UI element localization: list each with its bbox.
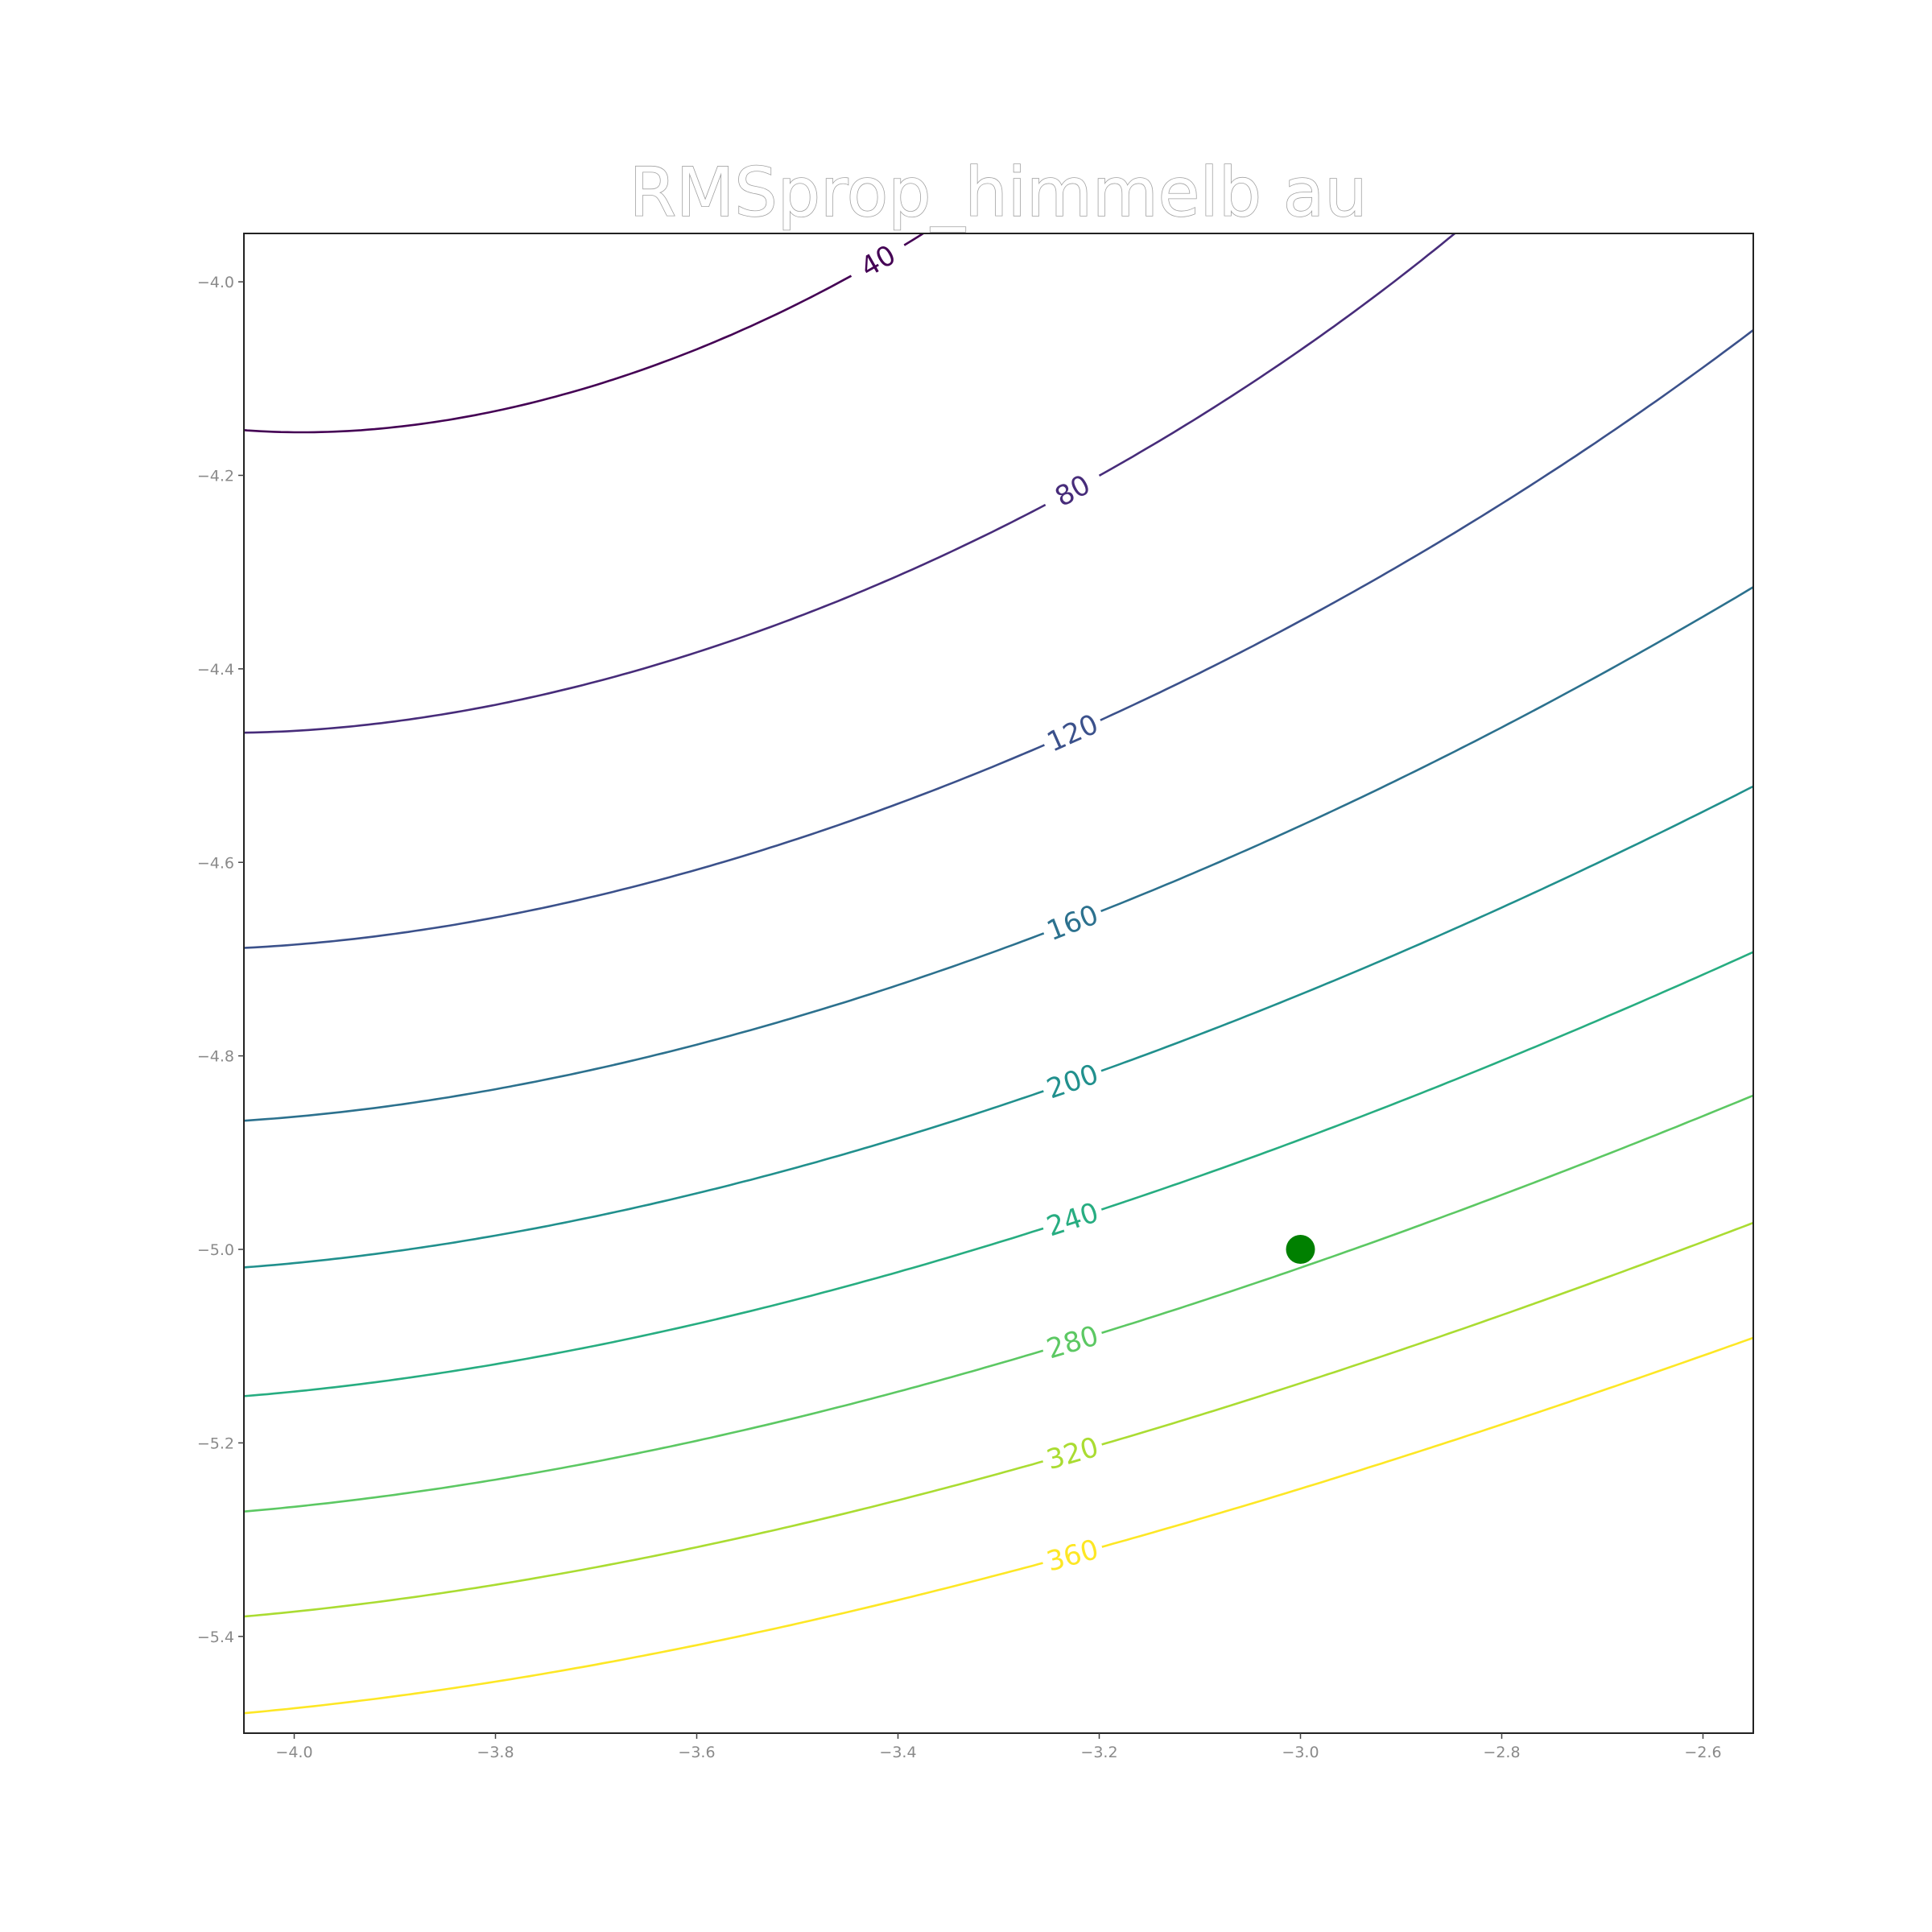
y-tick-label: −4.0 — [197, 274, 234, 291]
contour-label-group: 80 — [1038, 461, 1108, 519]
contour-label-group: 200 — [1038, 1055, 1107, 1107]
y-tick-label: −5.2 — [197, 1435, 234, 1452]
contour-label-bg — [1038, 1055, 1107, 1107]
contour-line-160 — [244, 585, 1753, 1122]
contour-label: 320 — [1043, 1431, 1102, 1476]
contour-label-group: 280 — [1038, 1317, 1107, 1367]
contour-label: 240 — [1042, 1196, 1102, 1243]
current-point-marker — [1286, 1235, 1315, 1264]
contour-label: 160 — [1042, 898, 1103, 947]
chart-title: RMSprop_himmelb au — [630, 153, 1368, 232]
contour-line-360 — [244, 1336, 1753, 1715]
contour-label-group: 160 — [1038, 896, 1107, 949]
y-tick-label: −5.4 — [197, 1629, 234, 1646]
contour-labels: 40 80 120 160 200 240 280 320 360 — [843, 231, 1108, 1579]
y-tick-label: −4.8 — [197, 1048, 234, 1066]
contour-label-bg — [1038, 1531, 1107, 1579]
contour-label-bg — [1038, 705, 1108, 760]
x-tick-label: −3.2 — [1080, 1744, 1117, 1761]
contour-label: 200 — [1042, 1058, 1102, 1105]
contour-line-80 — [244, 233, 1457, 734]
contour-label-bg — [1038, 1194, 1107, 1245]
contour-line-200 — [244, 785, 1753, 1269]
contour-line-280 — [244, 1094, 1753, 1513]
contour-label-group: 240 — [1038, 1194, 1107, 1245]
contour-label-group: 320 — [1038, 1429, 1107, 1477]
contour-label-group: 40 — [843, 231, 913, 291]
x-tick-label: −3.0 — [1282, 1744, 1319, 1761]
x-tick-label: −3.4 — [879, 1744, 916, 1761]
x-tick-label: −3.8 — [477, 1744, 514, 1761]
y-tick-label: −4.6 — [197, 854, 234, 872]
contour-label-bg — [1038, 896, 1107, 949]
contour-label: 360 — [1043, 1534, 1102, 1579]
contour-label-group: 120 — [1038, 705, 1108, 760]
x-tick-label: −4.0 — [275, 1744, 312, 1761]
contour-label: 280 — [1043, 1319, 1103, 1365]
y-tick-label: −4.2 — [197, 467, 234, 485]
contour-line-120 — [244, 328, 1753, 949]
contour-label-bg — [1038, 1429, 1107, 1477]
current-point — [1286, 1235, 1315, 1264]
contour-lines — [244, 233, 1753, 1715]
contour-label-bg — [1038, 461, 1108, 519]
contour-line-240 — [244, 951, 1753, 1397]
x-tick-label: −2.8 — [1483, 1744, 1520, 1761]
contour-label-bg — [843, 231, 913, 291]
contour-label-group: 360 — [1038, 1531, 1107, 1579]
plot-frame — [243, 233, 1754, 1734]
contour-label-bg — [1038, 1317, 1107, 1367]
y-tick-label: −5.0 — [197, 1241, 234, 1259]
y-axis-ticks: −4.0 −4.2 −4.4 −4.6 −4.8 −5.0 −5.2 −5.4 — [197, 274, 244, 1646]
x-tick-label: −3.6 — [678, 1744, 715, 1761]
x-axis-ticks: −4.0 −3.8 −3.6 −3.4 −3.2 −3.0 −2.8 −2.6 — [275, 1733, 1722, 1761]
contour-line-320 — [244, 1221, 1753, 1618]
y-tick-label: −4.4 — [197, 661, 234, 679]
x-tick-label: −2.6 — [1684, 1744, 1721, 1761]
